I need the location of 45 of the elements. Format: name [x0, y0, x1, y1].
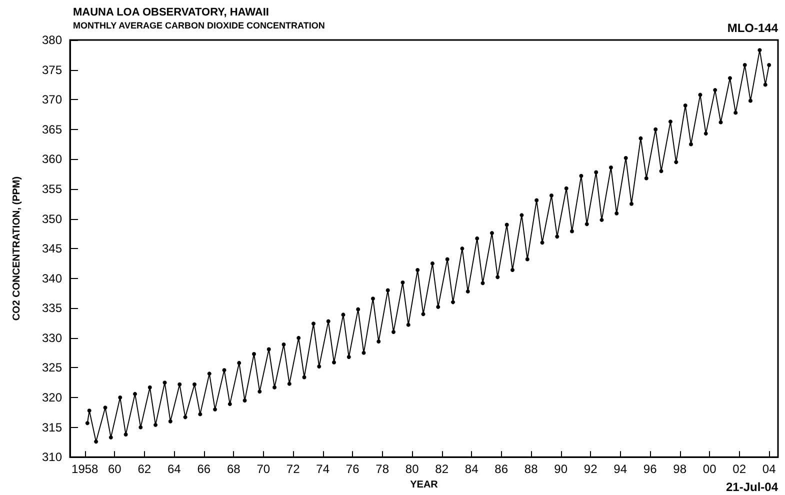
x-tick-label: 90	[554, 462, 568, 476]
x-tick-label: 68	[226, 462, 241, 476]
y-tick-label: 310	[42, 450, 62, 464]
y-tick-label: 320	[42, 390, 62, 405]
y-tick-label: 335	[42, 301, 62, 316]
x-tick-label: 78	[376, 462, 390, 476]
x-tick-label: 60	[108, 462, 122, 476]
x-tick-label: 04	[762, 462, 776, 476]
y-tick-label: 370	[42, 92, 62, 107]
y-tick-label: 360	[42, 152, 62, 166]
x-tick-label: 94	[614, 462, 628, 476]
x-tick-label: 84	[464, 462, 479, 476]
x-tick-label: 00	[702, 462, 717, 476]
x-tick-label: 66	[197, 462, 211, 476]
x-tick-label: 92	[584, 462, 598, 476]
x-tick-label: 72	[286, 462, 300, 476]
y-tick-label: 340	[42, 271, 62, 286]
x-axis-title: YEAR	[410, 480, 439, 490]
x-tick-label: 76	[346, 462, 360, 476]
text: 21-Jul-04	[726, 480, 778, 494]
x-tick-label: 80	[405, 462, 420, 476]
y-tick-label: 325	[42, 360, 62, 375]
x-tick-label: 74	[316, 462, 330, 476]
x-tick-label: 64	[167, 462, 182, 476]
x-tick-label: 82	[435, 462, 449, 476]
chart-title: MAUNA LOA OBSERVATORY, HAWAII	[73, 6, 269, 18]
x-tick-label: 86	[494, 462, 508, 476]
y-tick-label: 365	[42, 122, 62, 136]
x-tick-label: 88	[524, 462, 538, 476]
text: MLO-144	[727, 21, 778, 35]
chart-subtitle: MONTHLY AVERAGE CARBON DIOXIDE CONCENTRATION	[73, 20, 325, 30]
x-tick-label: 70	[256, 462, 270, 476]
y-tick-label: 350	[42, 212, 62, 226]
x-tick-label: 62	[138, 462, 152, 476]
y-axis-title: CO2 CONCENTRATION, (PPM)	[12, 176, 22, 321]
y-tick-label: 345	[42, 242, 62, 256]
x-tick-label: 02	[732, 462, 746, 476]
y-tick-label: 375	[42, 62, 62, 77]
y-tick-label: 330	[42, 330, 62, 345]
x-tick-label: 96	[643, 462, 658, 476]
x-tick-label: 1958	[72, 462, 99, 476]
x-tick-label: 98	[673, 462, 687, 476]
y-tick-label: 355	[42, 182, 62, 196]
y-tick-label: 315	[42, 420, 62, 434]
y-tick-label: 380	[42, 33, 62, 47]
